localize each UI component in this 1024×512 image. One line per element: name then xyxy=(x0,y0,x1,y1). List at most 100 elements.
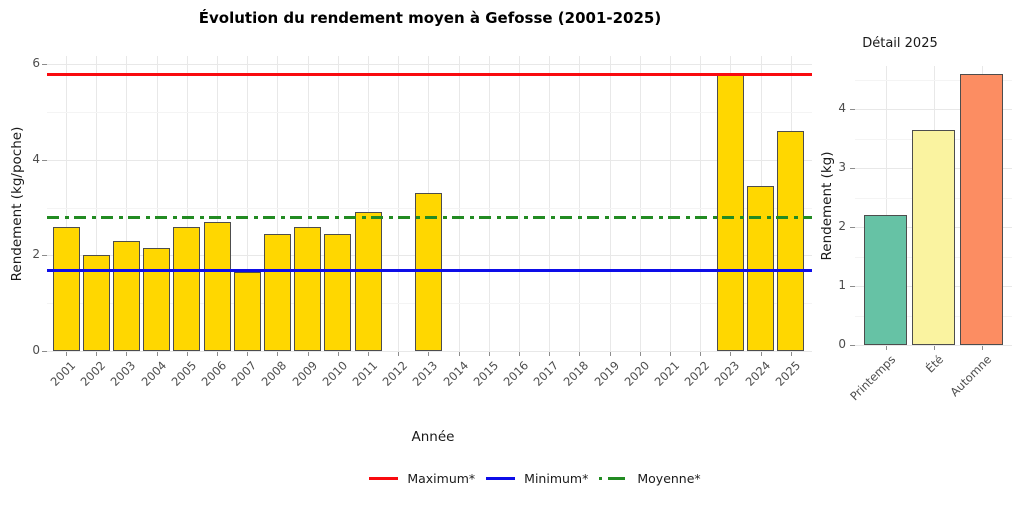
main-v-gridline-2007 xyxy=(247,56,249,351)
main-v-gridline-2008 xyxy=(277,56,279,351)
detail-y-tick-label-4: 4 xyxy=(838,101,846,115)
main-x-tick-label-2016: 2016 xyxy=(500,358,532,389)
bar-Automne xyxy=(960,73,1003,345)
main-v-gridline-2009 xyxy=(307,56,309,351)
main-x-tick-2003 xyxy=(126,352,128,356)
bar-Été xyxy=(912,129,955,345)
legend-label-moyenne: Moyenne* xyxy=(637,470,701,486)
main-x-tick-label-2023: 2023 xyxy=(711,358,743,389)
main-y-tick-label-6: 6 xyxy=(32,56,40,70)
main-v-gridline-2010 xyxy=(337,56,339,351)
main-v-gridline-2011 xyxy=(368,56,369,351)
main-x-tick-label-2011: 2011 xyxy=(349,358,381,389)
main-x-tick-2021 xyxy=(670,352,671,356)
main-y-tick-label-4: 4 xyxy=(32,151,40,166)
main-minor-gridline-5 xyxy=(47,111,812,113)
bar-2010 xyxy=(324,233,352,351)
main-x-tick-2013 xyxy=(428,352,430,356)
main-x-tick-2004 xyxy=(156,352,158,356)
detail-v-gridline-Printemps xyxy=(885,66,887,345)
detail-y-tick-4 xyxy=(850,109,855,110)
main-x-tick-2006 xyxy=(217,352,218,356)
main-y-tick-0 xyxy=(42,351,47,352)
detail-y-tick-2 xyxy=(850,227,855,228)
main-x-tick-label-2003: 2003 xyxy=(107,358,139,389)
main-y-tick-2 xyxy=(42,255,47,257)
main-x-tick-2010 xyxy=(337,352,339,356)
main-x-tick-label-2015: 2015 xyxy=(470,358,501,389)
detail-x-tick-label-Automne: Automne xyxy=(946,352,994,400)
bar-2011 xyxy=(354,212,382,351)
bar-2001 xyxy=(52,226,80,351)
main-x-tick-2001 xyxy=(66,352,67,356)
bar-2004 xyxy=(143,248,171,351)
main-x-tick-2009 xyxy=(307,352,309,356)
ref-line-minimum xyxy=(47,268,812,272)
main-v-gridline-2004 xyxy=(156,56,158,351)
detail-minor-gridline-4.5 xyxy=(855,79,1012,81)
detail-y-tick-label-3: 3 xyxy=(838,160,846,174)
main-x-tick-label-2022: 2022 xyxy=(681,358,713,389)
bar-Printemps xyxy=(864,215,907,345)
main-major-gridline-0 xyxy=(47,351,812,352)
main-major-gridline-6 xyxy=(47,64,812,65)
main-x-tick-2020 xyxy=(639,352,641,356)
main-chart-title: Évolution du rendement moyen à Gefosse (… xyxy=(198,9,662,27)
main-x-tick-2017 xyxy=(549,352,551,356)
detail-x-tick-Automne xyxy=(981,346,983,350)
bar-2006 xyxy=(203,221,231,351)
bar-2024 xyxy=(747,185,775,351)
main-x-tick-label-2021: 2021 xyxy=(651,358,683,389)
main-x-tick-2007 xyxy=(247,352,249,356)
ref-line-moyenne xyxy=(47,216,812,220)
main-x-tick-label-2017: 2017 xyxy=(530,358,562,389)
detail-major-gridline-0 xyxy=(855,345,1012,346)
detail-x-tick-label-Printemps: Printemps xyxy=(846,352,898,404)
main-v-gridline-2006 xyxy=(217,56,218,351)
main-y-tick-4 xyxy=(42,159,47,161)
main-v-gridline-2002 xyxy=(96,56,98,351)
main-x-tick-2022 xyxy=(700,352,702,356)
main-x-tick-label-2019: 2019 xyxy=(591,358,622,389)
main-x-tick-2023 xyxy=(730,352,732,356)
main-y-tick-label-0: 0 xyxy=(32,343,40,357)
main-x-tick-label-2010: 2010 xyxy=(319,358,350,389)
main-x-tick-2016 xyxy=(519,352,520,356)
main-v-gridline-2018 xyxy=(579,56,581,351)
main-x-tick-label-2001: 2001 xyxy=(47,358,79,389)
main-x-tick-label-2009: 2009 xyxy=(289,358,320,389)
maximum-line-key-icon xyxy=(369,476,399,480)
main-major-gridline-4 xyxy=(47,159,812,161)
detail-y-tick-1 xyxy=(850,286,855,287)
main-x-tick-2018 xyxy=(579,352,581,356)
main-x-tick-2002 xyxy=(96,352,98,356)
main-v-gridline-2021 xyxy=(670,56,671,351)
main-x-tick-label-2018: 2018 xyxy=(560,358,592,389)
detail-y-tick-label-0: 0 xyxy=(838,337,846,351)
bar-2009 xyxy=(294,226,322,351)
main-x-tick-label-2012: 2012 xyxy=(379,358,411,389)
legend: Maximum* Minimum* Moyenne* xyxy=(47,466,1023,490)
bar-2007 xyxy=(233,272,261,351)
main-x-tick-2005 xyxy=(186,352,188,356)
legend-item-maximum: Maximum* xyxy=(369,471,475,486)
detail-y-tick-label-1: 1 xyxy=(838,278,846,292)
main-x-tick-label-2014: 2014 xyxy=(440,358,471,389)
minimum-line-key-icon xyxy=(486,476,516,480)
main-x-tick-2014 xyxy=(458,352,460,356)
bar-2023 xyxy=(716,73,744,351)
bar-2025 xyxy=(777,130,805,351)
main-x-tick-label-2020: 2020 xyxy=(621,358,652,389)
detail-y-tick-3 xyxy=(850,168,855,169)
main-x-tick-label-2006: 2006 xyxy=(198,358,230,389)
legend-label-maximum: Maximum* xyxy=(407,470,476,486)
main-x-tick-2008 xyxy=(277,352,279,356)
main-x-tick-2019 xyxy=(609,352,611,356)
main-x-tick-label-2004: 2004 xyxy=(138,358,169,389)
bar-2013 xyxy=(414,193,442,351)
main-x-tick-label-2024: 2024 xyxy=(742,358,773,389)
detail-major-gridline-4 xyxy=(855,109,1012,110)
main-x-tick-2025 xyxy=(790,352,792,356)
detail-x-tick-Printemps xyxy=(885,346,887,350)
